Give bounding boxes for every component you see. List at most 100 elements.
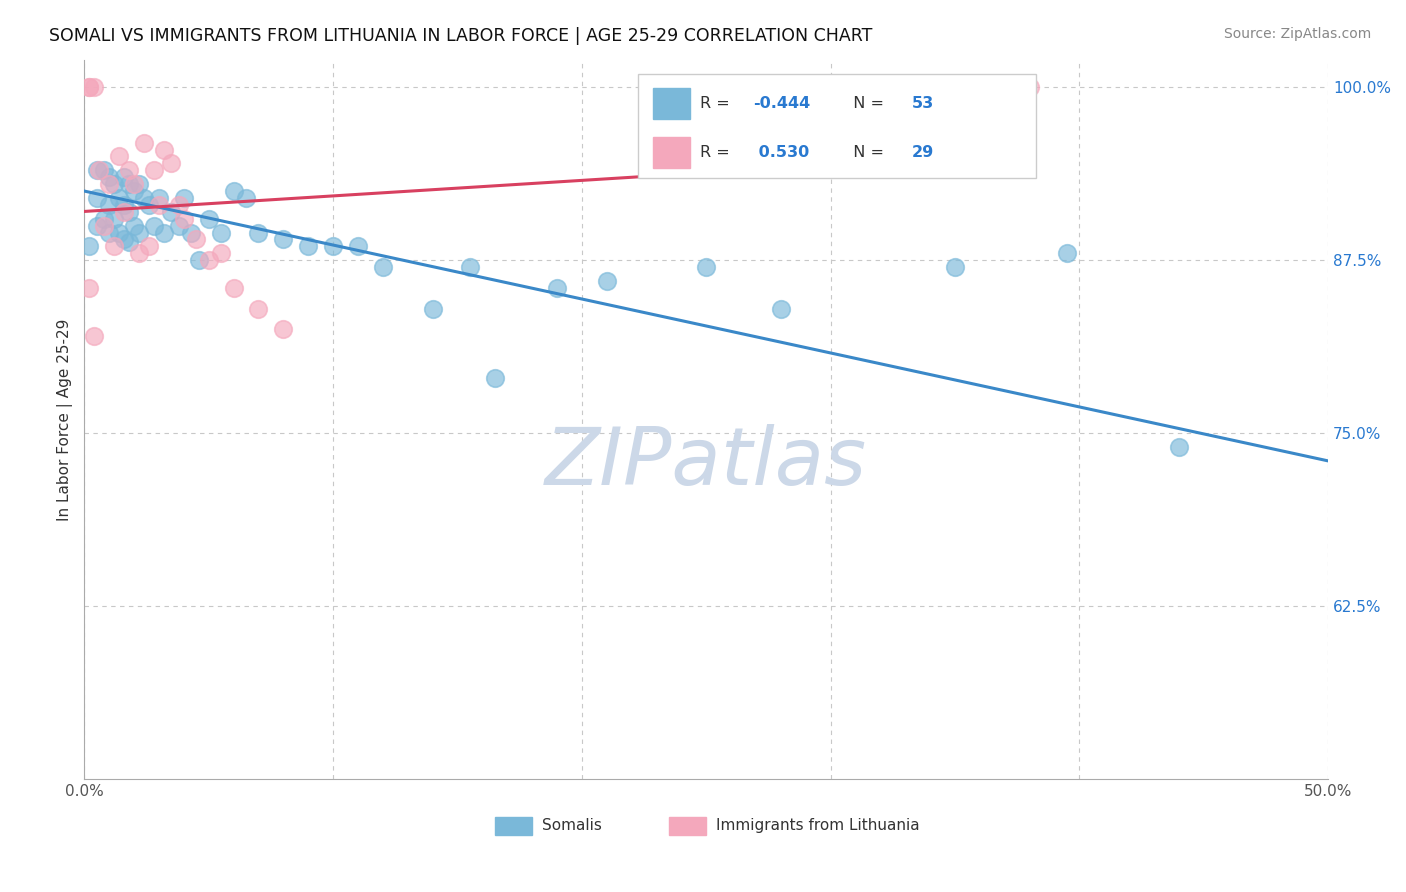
Point xyxy=(271,322,294,336)
Point xyxy=(118,163,141,178)
Point xyxy=(271,232,294,246)
Point xyxy=(128,246,150,260)
Point xyxy=(122,177,145,191)
FancyBboxPatch shape xyxy=(495,817,531,835)
Point xyxy=(138,239,160,253)
Text: Source: ZipAtlas.com: Source: ZipAtlas.com xyxy=(1223,27,1371,41)
Point xyxy=(1056,246,1078,260)
Point xyxy=(148,191,170,205)
Point xyxy=(546,281,568,295)
Point xyxy=(1018,80,1040,95)
FancyBboxPatch shape xyxy=(669,817,706,835)
Point xyxy=(371,260,394,275)
Point xyxy=(247,301,270,316)
Point xyxy=(98,177,121,191)
Point xyxy=(222,184,245,198)
Point xyxy=(458,260,481,275)
Point xyxy=(93,163,115,178)
Point xyxy=(235,191,257,205)
Text: Somalis: Somalis xyxy=(543,819,602,833)
Point xyxy=(103,177,125,191)
Point xyxy=(112,204,135,219)
Point xyxy=(209,226,232,240)
Point xyxy=(86,163,108,178)
Point xyxy=(93,211,115,226)
Point xyxy=(138,198,160,212)
Point xyxy=(108,191,131,205)
Point xyxy=(1167,440,1189,454)
Point xyxy=(83,329,105,343)
Point xyxy=(103,239,125,253)
Point xyxy=(128,177,150,191)
Point xyxy=(769,301,792,316)
Point xyxy=(167,198,190,212)
Point xyxy=(148,198,170,212)
Point xyxy=(77,80,100,95)
Point xyxy=(112,198,135,212)
Point xyxy=(322,239,344,253)
Point xyxy=(197,211,219,226)
Point xyxy=(77,80,100,95)
Point xyxy=(98,226,121,240)
Text: ZIPatlas: ZIPatlas xyxy=(546,424,868,501)
Point xyxy=(108,149,131,163)
Text: -0.444: -0.444 xyxy=(754,95,811,111)
Text: Immigrants from Lithuania: Immigrants from Lithuania xyxy=(716,819,920,833)
Point xyxy=(186,232,208,246)
Y-axis label: In Labor Force | Age 25-29: In Labor Force | Age 25-29 xyxy=(58,318,73,521)
Point xyxy=(86,191,108,205)
Point xyxy=(484,371,506,385)
Point xyxy=(128,226,150,240)
Point xyxy=(153,226,176,240)
Point xyxy=(142,219,165,233)
Point xyxy=(86,219,108,233)
Point xyxy=(108,226,131,240)
Point xyxy=(83,80,105,95)
Point xyxy=(153,143,176,157)
Point xyxy=(695,260,717,275)
Point xyxy=(222,281,245,295)
Point xyxy=(98,198,121,212)
Point xyxy=(142,163,165,178)
Point xyxy=(122,184,145,198)
Point xyxy=(347,239,370,253)
Point xyxy=(173,211,195,226)
Point xyxy=(596,274,619,288)
Text: N =: N = xyxy=(844,95,889,111)
Text: SOMALI VS IMMIGRANTS FROM LITHUANIA IN LABOR FORCE | AGE 25-29 CORRELATION CHART: SOMALI VS IMMIGRANTS FROM LITHUANIA IN L… xyxy=(49,27,873,45)
Point xyxy=(160,156,183,170)
Point xyxy=(112,232,135,246)
Point xyxy=(167,219,190,233)
Text: 53: 53 xyxy=(911,95,934,111)
Point xyxy=(98,170,121,185)
Point xyxy=(89,163,111,178)
Point xyxy=(943,260,966,275)
Point xyxy=(77,239,100,253)
Text: 29: 29 xyxy=(911,145,934,160)
Point xyxy=(118,204,141,219)
Text: R =: R = xyxy=(700,95,735,111)
Point xyxy=(122,219,145,233)
Point xyxy=(160,204,183,219)
FancyBboxPatch shape xyxy=(652,87,690,119)
Point xyxy=(422,301,444,316)
Point xyxy=(132,191,155,205)
Point xyxy=(93,219,115,233)
Text: N =: N = xyxy=(844,145,889,160)
FancyBboxPatch shape xyxy=(652,136,690,168)
Point xyxy=(187,253,209,268)
Point xyxy=(180,226,202,240)
Point xyxy=(197,253,219,268)
Text: 0.530: 0.530 xyxy=(754,145,810,160)
Point xyxy=(103,211,125,226)
Point xyxy=(132,136,155,150)
Point xyxy=(118,235,141,250)
Point xyxy=(247,226,270,240)
Point xyxy=(297,239,319,253)
Point xyxy=(173,191,195,205)
Point xyxy=(209,246,232,260)
Point xyxy=(77,281,100,295)
Point xyxy=(112,170,135,185)
Text: R =: R = xyxy=(700,145,735,160)
Point xyxy=(118,177,141,191)
